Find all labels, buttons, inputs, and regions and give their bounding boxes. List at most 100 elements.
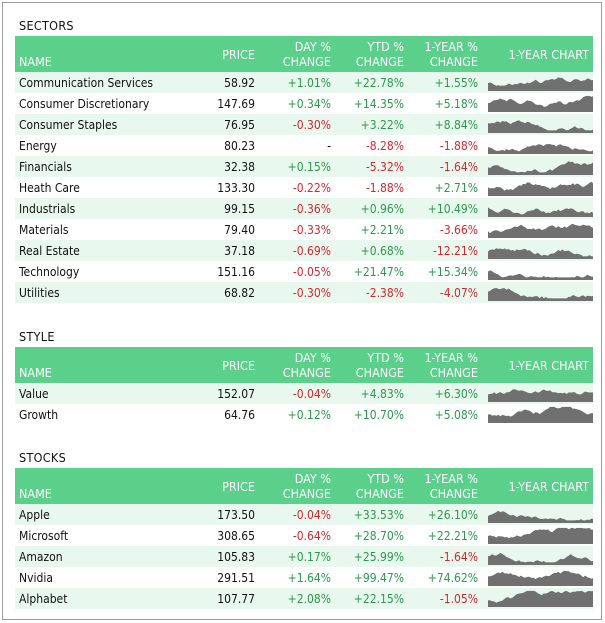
sparkline-area <box>488 120 593 133</box>
one-year-sparkline <box>482 72 593 93</box>
day-change-column-header[interactable]: DAY % CHANGE <box>282 471 331 501</box>
row-name: Heath Care <box>19 180 80 195</box>
table-header-row: NAME PRICE DAY % CHANGE YTD % CHANGE 1-YEA… <box>15 36 593 72</box>
row-price: 308.65 <box>217 528 255 543</box>
ytd-change-column-header[interactable]: YTD % CHANGE <box>355 350 404 380</box>
table-row[interactable]: Materials 79.40 -0.33% +2.21% -3.66% <box>15 219 593 240</box>
table-row[interactable]: Value 152.07 -0.04% +4.83% +6.30% <box>15 383 593 404</box>
row-ytd-change: -2.38% <box>365 285 404 300</box>
sparkline-chart <box>488 161 593 175</box>
row-ytd-change: -8.28% <box>365 138 404 153</box>
name-column-header[interactable]: NAME <box>19 486 52 501</box>
price-column-header[interactable]: PRICE <box>222 478 255 494</box>
row-day-change: -0.22% <box>292 180 331 195</box>
row-ytd-change: +14.35% <box>353 96 404 111</box>
row-price: 37.18 <box>224 243 255 258</box>
ytd-change-column-header[interactable]: YTD % CHANGE <box>355 39 404 69</box>
table-row[interactable]: Alphabet 107.77 +2.08% +22.15% -1.05% <box>15 588 593 609</box>
day-change-column-header[interactable]: DAY % CHANGE <box>282 350 331 380</box>
row-price: 58.92 <box>224 75 255 90</box>
table-row[interactable]: Financials 32.38 +0.15% -5.32% -1.64% <box>15 156 593 177</box>
sparkline-area <box>488 406 593 423</box>
table-row[interactable]: Apple 173.50 -0.04% +33.53% +26.10% <box>15 504 593 525</box>
row-day-change: +0.15% <box>287 159 331 174</box>
sparkline-area <box>488 77 593 91</box>
table-row[interactable]: Consumer Staples 76.95 -0.30% +3.22% +8.84% <box>15 114 593 135</box>
row-name: Amazon <box>19 549 63 564</box>
row-price: 99.15 <box>224 201 255 216</box>
row-name: Utilities <box>19 285 60 300</box>
row-name: Value <box>19 386 49 401</box>
row-price: 32.38 <box>224 159 255 174</box>
table-row[interactable]: Technology 151.16 -0.05% +21.47% +15.34% <box>15 261 593 282</box>
table-row[interactable]: Microsoft 308.65 -0.64% +28.70% +22.21% <box>15 525 593 546</box>
row-day-change: +2.08% <box>287 591 331 606</box>
one-year-change-column-header[interactable]: 1-YEAR % CHANGE <box>424 350 478 380</box>
table-row[interactable]: Energy 80.23 - -8.28% -1.88% <box>15 135 593 156</box>
one-year-sparkline <box>482 240 593 261</box>
one-year-sparkline <box>482 177 593 198</box>
row-one-year-change: -1.05% <box>439 591 478 606</box>
table-header-row: NAME PRICE DAY % CHANGE YTD % CHANGE 1-YEA… <box>15 468 593 504</box>
sparkline-chart <box>488 181 593 196</box>
row-price: 151.16 <box>217 264 255 279</box>
row-price: 76.95 <box>224 117 255 132</box>
row-ytd-change: +0.68% <box>360 243 404 258</box>
name-column-header[interactable]: NAME <box>19 365 52 380</box>
one-year-sparkline <box>482 525 593 546</box>
table-row[interactable]: Nvidia 291.51 +1.64% +99.47% +74.62% <box>15 567 593 588</box>
sectors-section: SECTORS NAME PRICE DAY % CHANGE YTD % CHAN… <box>15 16 593 303</box>
row-name: Financials <box>19 159 72 174</box>
row-one-year-change: -4.07% <box>439 285 478 300</box>
one-year-chart-column-header: 1-YEAR CHART <box>508 357 589 373</box>
one-year-sparkline <box>482 567 593 588</box>
table-row[interactable]: Utilities 68.82 -0.30% -2.38% -4.07% <box>15 282 593 303</box>
row-one-year-change: -1.64% <box>439 159 478 174</box>
one-year-change-column-header[interactable]: 1-YEAR % CHANGE <box>424 39 478 69</box>
row-one-year-change: +74.62% <box>427 570 478 585</box>
table-row[interactable]: Heath Care 133.30 -0.22% -1.88% +2.71% <box>15 177 593 198</box>
one-year-sparkline <box>482 219 593 240</box>
row-name: Materials <box>19 222 69 237</box>
row-ytd-change: +33.53% <box>353 507 404 522</box>
row-day-change: -0.36% <box>292 201 331 216</box>
sparkline-area <box>488 223 593 238</box>
one-year-change-column-header[interactable]: 1-YEAR % CHANGE <box>424 471 478 501</box>
table-row[interactable]: Amazon 105.83 +0.17% +25.99% -1.64% <box>15 546 593 567</box>
row-one-year-change: +5.18% <box>434 96 478 111</box>
table-row[interactable]: Communication Services 58.92 +1.01% +22.78%… <box>15 72 593 93</box>
one-year-sparkline <box>482 93 593 114</box>
table-row[interactable]: Industrials 99.15 -0.36% +0.96% +10.49% <box>15 198 593 219</box>
row-ytd-change: +21.47% <box>353 264 404 279</box>
price-column-header[interactable]: PRICE <box>222 46 255 62</box>
price-column-header[interactable]: PRICE <box>222 357 255 373</box>
row-name: Consumer Discretionary <box>19 96 150 111</box>
row-one-year-change: +6.30% <box>434 386 478 401</box>
row-ytd-change: +28.70% <box>353 528 404 543</box>
one-year-sparkline <box>482 135 593 156</box>
row-name: Communication Services <box>19 75 154 90</box>
row-ytd-change: +10.70% <box>353 407 404 422</box>
style-table: NAME PRICE DAY % CHANGE YTD % CHANGE 1-YEA… <box>15 347 593 425</box>
row-day-change: -0.30% <box>292 285 331 300</box>
ytd-change-column-header[interactable]: YTD % CHANGE <box>355 471 404 501</box>
row-day-change: +0.17% <box>287 549 331 564</box>
table-row[interactable]: Consumer Discretionary 147.69 +0.34% +14.35… <box>15 93 593 114</box>
row-ytd-change: +25.99% <box>353 549 404 564</box>
row-price: 147.69 <box>217 96 255 111</box>
table-row[interactable]: Growth 64.76 +0.12% +10.70% +5.08% <box>15 404 593 425</box>
table-row[interactable]: Real Estate 37.18 -0.69% +0.68% -12.21% <box>15 240 593 261</box>
sparkline-chart <box>488 553 593 565</box>
row-ytd-change: +22.15% <box>353 591 404 606</box>
sparkline-area <box>488 570 593 586</box>
sparkline-area <box>488 389 593 402</box>
row-day-change: -0.69% <box>292 243 331 258</box>
sparkline-area <box>488 553 593 565</box>
name-column-header[interactable]: NAME <box>19 54 52 69</box>
sectors-table: NAME PRICE DAY % CHANGE YTD % CHANGE 1-YEA… <box>15 36 593 303</box>
sparkline-area <box>488 144 593 154</box>
row-name: Consumer Staples <box>19 117 118 132</box>
row-day-change: - <box>327 138 331 153</box>
day-change-column-header[interactable]: DAY % CHANGE <box>282 39 331 69</box>
